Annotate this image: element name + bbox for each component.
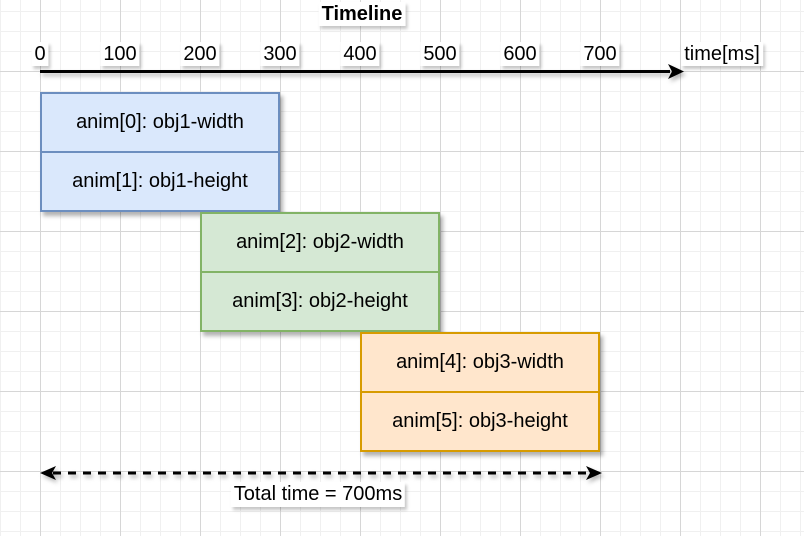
axis-tick-200: 200 — [180, 42, 220, 66]
axis-unit-label: time[ms] — [681, 42, 763, 66]
anim-bar-2: anim[2]: obj2-width — [236, 231, 404, 253]
diagram-title: Timeline — [318, 2, 406, 26]
anim-bar-4: anim[4]: obj3-width — [396, 351, 564, 373]
axis-tick-0: 0 — [31, 42, 49, 66]
anim-group-obj3: anim[4]: obj3-width anim[5]: obj3-height — [360, 332, 600, 452]
diagram-title-label: Timeline — [318, 2, 406, 26]
axis-tick-300: 300 — [260, 42, 300, 66]
total-time-left-arrowhead-icon — [40, 466, 56, 480]
axis-tick-600: 600 — [500, 42, 540, 66]
total-time-label: Total time = 700ms — [230, 482, 406, 507]
anim-bar-1: anim[1]: obj1-height — [42, 151, 278, 210]
axis-tick-700: 700 — [580, 42, 620, 66]
anim-group-obj1: anim[0]: obj1-width anim[1]: obj1-height — [40, 92, 280, 212]
time-axis — [40, 64, 684, 79]
axis-tick-400: 400 — [340, 42, 380, 66]
anim-group-obj2: anim[2]: obj2-width anim[3]: obj2-height — [200, 212, 440, 332]
anim-bar-3: anim[3]: obj2-height — [202, 271, 438, 330]
axis-tick-100: 100 — [100, 42, 140, 66]
total-time-right-arrowhead-icon — [586, 466, 602, 480]
total-time-arrow — [40, 466, 602, 480]
axis-tick-500: 500 — [420, 42, 460, 66]
time-axis-arrowhead-icon — [668, 64, 684, 79]
anim-bar-5: anim[5]: obj3-height — [362, 391, 598, 450]
anim-bar-0: anim[0]: obj1-width — [76, 111, 244, 133]
